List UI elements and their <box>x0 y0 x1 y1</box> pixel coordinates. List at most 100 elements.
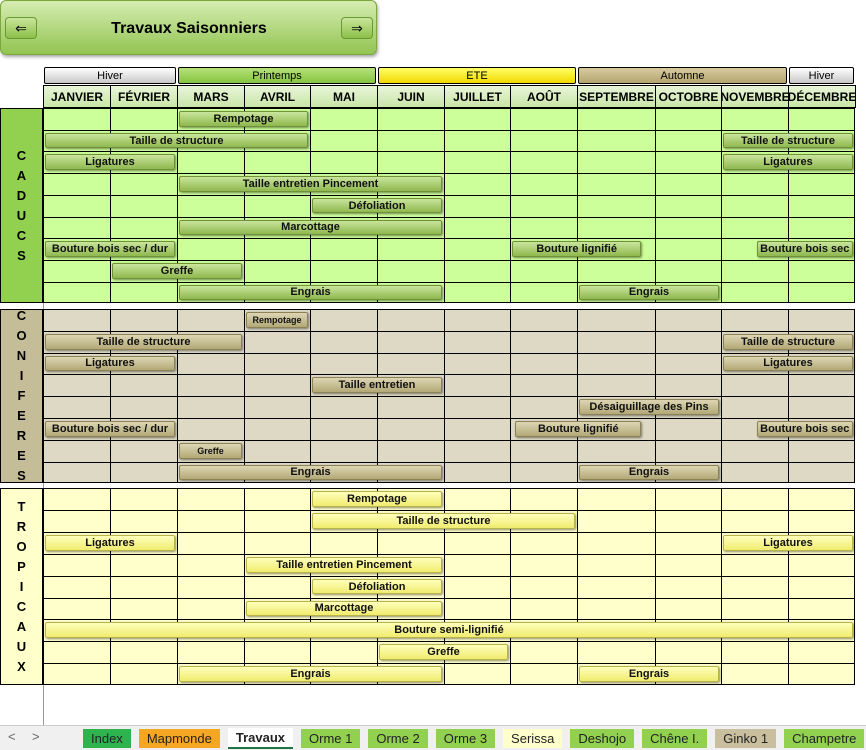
month-header: JANVIER <box>43 85 111 108</box>
col-line <box>444 488 445 686</box>
sheet-tab[interactable]: Chêne I. <box>642 728 708 748</box>
task-bar: Taille entretien Pincement <box>179 176 442 192</box>
task-bar: Rempotage <box>179 111 308 127</box>
section-label-text: CONIFERES <box>16 308 27 484</box>
task-bar: Greffe <box>179 442 242 459</box>
col-line <box>655 108 656 304</box>
row-line <box>43 238 855 240</box>
col-line <box>510 488 511 686</box>
col-line <box>577 309 578 484</box>
col-line <box>721 309 722 484</box>
col-line <box>721 108 722 304</box>
row-line <box>43 553 855 555</box>
task-bar: Bouture bois sec / dur <box>45 241 175 257</box>
task-bar: Engrais <box>179 666 442 683</box>
scroll-left[interactable]: < <box>8 729 16 744</box>
task-bar: Ligatures <box>45 355 175 372</box>
month-header: AVRIL <box>244 85 311 108</box>
sheet-tab[interactable]: Travaux <box>227 727 294 749</box>
month-header: SEPTEMBRE <box>577 85 656 108</box>
row-line <box>43 641 855 643</box>
col-line <box>788 309 789 484</box>
sheet-tab[interactable]: Ginko 1 <box>715 728 777 748</box>
task-bar: Engrais <box>579 284 719 301</box>
col-line <box>177 488 178 686</box>
task-bar: Bouture bois sec <box>756 241 853 257</box>
col-line <box>788 488 789 686</box>
month-header: JUILLET <box>444 85 511 108</box>
col-line <box>244 108 245 304</box>
col-line <box>577 108 578 304</box>
task-bar: Engrais <box>579 464 719 481</box>
col-line <box>177 309 178 484</box>
task-bar: Ligatures <box>45 154 175 171</box>
col-line <box>444 309 445 484</box>
month-header: AOÛT <box>510 85 578 108</box>
task-bar: Bouture semi-lignifié <box>45 622 853 639</box>
month-header: FÉVRIER <box>110 85 178 108</box>
row-line <box>43 151 855 153</box>
sheet-tab[interactable]: Orme 2 <box>368 728 428 748</box>
row-line <box>43 663 855 665</box>
col-line <box>110 108 111 304</box>
row-line <box>43 396 855 398</box>
col-line <box>510 108 511 304</box>
task-bar: Bouture lignifié <box>515 421 642 437</box>
task-bar: Taille de structure <box>723 333 853 350</box>
task-bar: Ligatures <box>723 154 853 171</box>
task-bar: Marcottage <box>246 600 442 617</box>
task-bar: Bouture bois sec <box>756 421 853 437</box>
month-header: JUIN <box>377 85 445 108</box>
col-line <box>244 309 245 484</box>
col-line <box>177 108 178 304</box>
row-line <box>43 439 855 441</box>
task-bar: Bouture lignifié <box>512 241 642 257</box>
row-line <box>43 129 855 131</box>
task-bar: Taille de structure <box>312 512 575 529</box>
title-box: ⇐ ⇒ Travaux Saisonniers <box>0 0 377 55</box>
row-line <box>43 352 855 354</box>
month-header: NOVEMBRE <box>720 85 790 108</box>
task-bar: Taille entretien <box>312 377 442 394</box>
row-line <box>43 281 855 283</box>
row-line <box>43 173 855 175</box>
task-bar: Défoliation <box>312 578 442 595</box>
row-line <box>43 619 855 621</box>
row-line <box>43 531 855 533</box>
next-button[interactable]: ⇒ <box>341 17 373 39</box>
task-bar: Engrais <box>179 464 442 481</box>
row-line <box>43 597 855 599</box>
row-line <box>43 194 855 196</box>
col-line <box>788 108 789 304</box>
season-header: Printemps <box>178 67 376 84</box>
month-header: OCTOBRE <box>655 85 722 108</box>
task-bar: Rempotage <box>246 312 308 328</box>
sheet-tab[interactable]: Index <box>83 728 131 748</box>
season-header: Automne <box>578 67 787 84</box>
sheet-tab[interactable]: Deshojo <box>570 728 635 748</box>
row-line <box>43 259 855 261</box>
task-bar: Ligatures <box>723 355 853 372</box>
sheet-tabs: < > Index Mapmonde Travaux Orme 1 Orme 2 Orme… <box>0 725 866 750</box>
row-line <box>43 418 855 419</box>
row-line <box>43 461 855 463</box>
col-line <box>721 488 722 686</box>
sheet-tab[interactable]: Serissa <box>503 728 563 748</box>
scroll-right[interactable]: > <box>32 729 40 744</box>
section-label: CADUCS <box>0 108 43 304</box>
task-bar: Désaiguillage des Pins <box>579 399 719 415</box>
row-line <box>43 509 855 511</box>
task-bar: Défoliation <box>312 197 442 214</box>
season-header: Hiver <box>44 67 176 84</box>
sheet-tab[interactable]: Orme 1 <box>301 728 361 748</box>
col-line <box>577 488 578 686</box>
month-header: MARS <box>177 85 245 108</box>
task-bar: Ligatures <box>45 534 175 551</box>
task-bar: Engrais <box>579 666 719 683</box>
sheet-tab[interactable]: Champetre <box>784 728 865 748</box>
col-line <box>510 309 511 484</box>
sheet-tab[interactable]: Mapmonde <box>138 728 220 748</box>
task-bar: Engrais <box>179 284 442 301</box>
prev-button[interactable]: ⇐ <box>5 17 37 39</box>
sheet-tab[interactable]: Orme 3 <box>435 728 496 748</box>
